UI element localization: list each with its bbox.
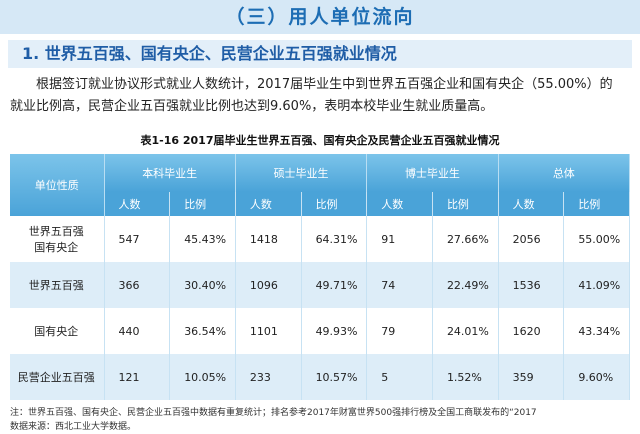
table-cell: 1.52%	[432, 354, 499, 400]
row-label: 民营企业五百强	[10, 354, 105, 400]
header-row: 单位性质 本科毕业生 硕士毕业生 博士毕业生 总体	[10, 154, 631, 216]
column-header: 本科毕业生	[104, 154, 236, 192]
table-cell: 27.66%	[432, 216, 499, 262]
paragraph: 根据签订就业协议形式就业人数统计，2017届毕业生中到世界五百强企业和国有央企（…	[10, 77, 613, 114]
subheader-cell: 人数	[498, 192, 565, 216]
column-header: 总体	[498, 154, 631, 192]
table-cell: 41.09%	[563, 262, 630, 308]
table-caption: 表1-16 2017届毕业生世界五百强、国有央企及民营企业五百强就业情况	[140, 134, 500, 147]
table-row: 世界五百强 366 30.40% 1096 49.71% 74 22.49% 1536 41.0…	[10, 262, 630, 308]
table-cell: 5	[366, 354, 433, 400]
table-cell: 121	[104, 354, 171, 400]
note-line: 数据来源：西北工业大学数据。	[10, 422, 137, 432]
table-cell: 45.43%	[169, 216, 236, 262]
table-cell: 43.34%	[563, 308, 630, 354]
subheader-cell: 比例	[169, 192, 236, 216]
table-cell: 547	[104, 216, 171, 262]
table-cell: 22.49%	[432, 262, 499, 308]
table-cell: 10.05%	[169, 354, 236, 400]
table-cell: 9.60%	[563, 354, 630, 400]
table-cell: 440	[104, 308, 171, 354]
table-cell: 1101	[235, 308, 302, 354]
header-title: （三）用人单位流向	[0, 0, 640, 34]
row-label-line: 国有央企	[34, 325, 79, 338]
table-cell: 30.40%	[169, 262, 236, 308]
table-cell: 1536	[498, 262, 565, 308]
subheader-cell: 人数	[104, 192, 171, 216]
subheader-cell: 比例	[301, 192, 368, 216]
table-row: 民营企业五百强 121 10.05% 233 10.57% 5 1.52% 359 9.60%	[10, 354, 630, 400]
row-label: 世界五百强 国有央企	[10, 216, 105, 262]
note-line: 注：世界五百强、国有央企、民营企业五百强中数据有重复统计；排名参考2017年财富…	[10, 408, 537, 418]
subheader-cell: 比例	[432, 192, 499, 216]
table-cell: 366	[104, 262, 171, 308]
row-label: 国有央企	[10, 308, 105, 354]
subheader-cell: 人数	[366, 192, 433, 216]
table-cell: 24.01%	[432, 308, 499, 354]
column-header: 单位性质	[10, 154, 105, 216]
column-header: 博士毕业生	[366, 154, 499, 192]
table-cell: 36.54%	[169, 308, 236, 354]
row-label-line: 国有央企	[34, 241, 79, 254]
table-cell: 10.57%	[301, 354, 368, 400]
table-cell: 1620	[498, 308, 565, 354]
column-header: 硕士毕业生	[235, 154, 368, 192]
table-cell: 79	[366, 308, 433, 354]
table-cell: 74	[366, 262, 433, 308]
row-label-line: 世界五百强	[28, 279, 84, 292]
table-cell: 64.31%	[301, 216, 368, 262]
table-cell: 91	[366, 216, 433, 262]
subheader-row: 人数 比例 人数 比例 人数 比例 人数 比例	[10, 192, 630, 216]
table-cell: 1096	[235, 262, 302, 308]
table-row: 世界五百强 国有央企 547 45.43% 1418 64.31% 91 27.66% 2056…	[10, 216, 630, 262]
row-label-line: 民营企业五百强	[17, 371, 95, 384]
table: 单位性质 本科毕业生 硕士毕业生 博士毕业生 总体 人数 比例 人数 比例 人数 比例 人数 比例 世…	[10, 154, 631, 400]
section-title: 1. 世界五百强、国有央企、民营企业五百强就业情况	[8, 40, 632, 68]
row-label-line: 世界五百强	[28, 225, 84, 238]
table-cell: 49.93%	[301, 308, 368, 354]
table-cell: 49.71%	[301, 262, 368, 308]
subheader-cell: 比例	[563, 192, 630, 216]
table-cell: 1418	[235, 216, 302, 262]
table-cell: 233	[235, 354, 302, 400]
table-cell: 359	[498, 354, 565, 400]
notes: 注：世界五百强、国有央企、民营企业五百强中数据有重复统计；排名参考2017年财富…	[10, 406, 630, 434]
table-cell: 2056	[498, 216, 565, 262]
table-row: 国有央企 440 36.54% 1101 49.93% 79 24.01% 1620 43.34…	[10, 308, 630, 354]
row-label: 世界五百强	[10, 262, 105, 308]
table-cell: 55.00%	[563, 216, 630, 262]
subheader-cell: 人数	[235, 192, 302, 216]
